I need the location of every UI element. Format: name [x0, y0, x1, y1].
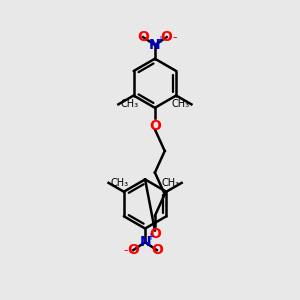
- Text: CH₃: CH₃: [171, 99, 190, 110]
- Text: O: O: [149, 118, 161, 133]
- Text: O: O: [149, 226, 161, 241]
- Text: +: +: [156, 35, 164, 45]
- Text: O: O: [128, 243, 139, 257]
- Text: +: +: [146, 232, 154, 242]
- Text: O: O: [137, 30, 149, 44]
- Text: N: N: [139, 235, 151, 249]
- Text: O: O: [151, 243, 163, 257]
- Text: CH₃: CH₃: [120, 99, 138, 110]
- Text: -: -: [123, 244, 128, 256]
- Text: N: N: [149, 38, 161, 52]
- Text: CH₃: CH₃: [162, 178, 180, 188]
- Text: O: O: [161, 30, 172, 44]
- Text: -: -: [172, 31, 177, 44]
- Text: CH₃: CH₃: [110, 178, 129, 188]
